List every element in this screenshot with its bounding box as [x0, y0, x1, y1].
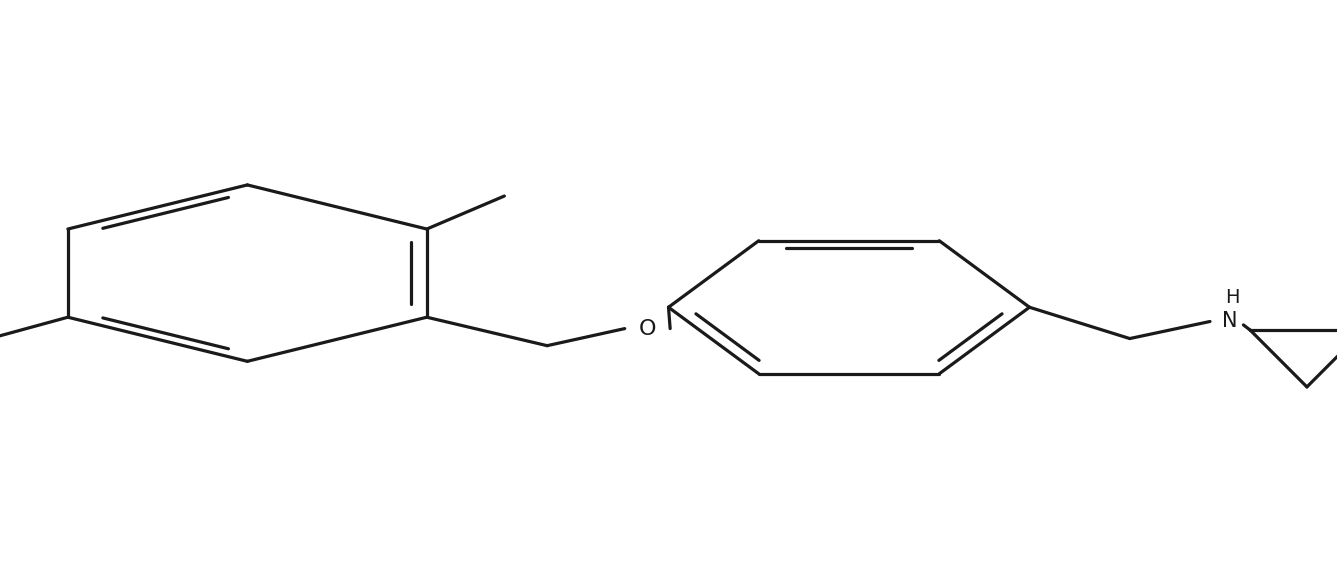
Text: H: H [1226, 288, 1239, 307]
Text: N: N [1222, 311, 1238, 332]
Text: O: O [639, 319, 656, 339]
